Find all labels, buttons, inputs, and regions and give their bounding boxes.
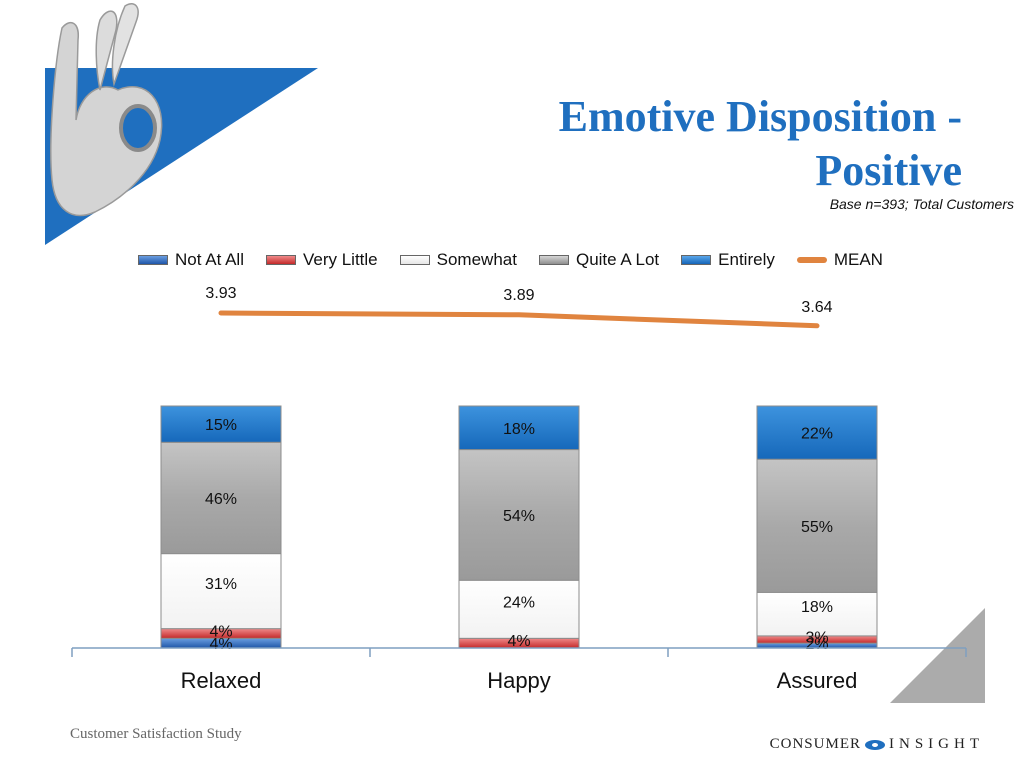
bar-happy-entirely [458, 405, 580, 451]
mean-label-assured: 3.64 [801, 299, 832, 316]
bar-label-assured-entirely: 22% [801, 426, 833, 443]
legend-swatch-not-at-all [138, 255, 168, 265]
x-axis: Relaxed Happy Assured [71, 647, 967, 693]
grey-corner-triangle [890, 608, 985, 703]
bar-label-relaxed-quite-a-lot: 46% [205, 491, 237, 508]
legend-swatch-quite-a-lot [538, 255, 569, 265]
base-note: Base n=393; Total Customers [829, 196, 1014, 212]
legend-item-quite-a-lot: Quite A Lot [538, 250, 660, 270]
bar-label-happy-very-little: 4% [507, 633, 530, 650]
bar-label-relaxed-very-little: 4% [209, 623, 232, 640]
bar-label-happy-entirely: 18% [503, 421, 535, 438]
legend-swatch-somewhat [399, 255, 430, 265]
legend-item-not-at-all: Not At All [138, 250, 244, 270]
bar-label-assured-somewhat: 18% [801, 599, 833, 616]
eye-icon [865, 739, 885, 750]
brand-word-insight: INSIGHT [889, 736, 984, 752]
legend-label-entirely: Entirely [718, 250, 775, 269]
bar-label-assured-very-little: 3% [805, 630, 828, 647]
legend-label-very-little: Very Little [302, 250, 378, 269]
legend-swatch-mean [796, 257, 827, 263]
x-tick-label-relaxed: Relaxed [181, 668, 262, 693]
legend-item-mean: MEAN [796, 250, 883, 270]
brand-word-consumer: CONSUMER [769, 736, 861, 752]
bar-relaxed-quite-a-lot [160, 441, 282, 555]
bar-label-happy-somewhat: 24% [503, 594, 535, 611]
bar-label-assured-quite-a-lot: 55% [801, 519, 833, 536]
mean-line [218, 310, 820, 329]
legend-item-entirely: Entirely [681, 250, 775, 270]
legend-item-very-little: Very Little [265, 250, 378, 270]
footer-study-name: Customer Satisfaction Study [70, 726, 242, 742]
legend-label-somewhat: Somewhat [436, 250, 517, 269]
legend-label-quite-a-lot: Quite A Lot [575, 250, 660, 269]
brand-logo: CONSUMER INSIGHT [770, 736, 984, 753]
bar-label-relaxed-somewhat: 31% [205, 576, 237, 593]
ok-hand-image [50, 2, 163, 217]
legend-label-not-at-all: Not At All [175, 250, 244, 269]
bar-relaxed-somewhat [160, 553, 282, 630]
page-title: Emotive Disposition - Positive [558, 92, 962, 195]
legend-item-somewhat: Somewhat [399, 250, 517, 270]
mean-label-relaxed: 3.93 [205, 285, 236, 302]
legend-swatch-entirely [681, 255, 712, 265]
bar-assured-quite-a-lot [756, 458, 878, 593]
bar-label-happy-quite-a-lot: 54% [503, 508, 535, 525]
bar-assured-entirely [756, 405, 878, 460]
legend-swatch-very-little [265, 255, 296, 265]
x-tick-label-assured: Assured [777, 668, 858, 693]
legend-label-mean: MEAN [833, 250, 883, 269]
bar-relaxed-entirely [160, 405, 282, 443]
x-tick-label-happy: Happy [487, 668, 551, 693]
mean-label-happy: 3.89 [503, 287, 534, 304]
bar-stacks [160, 405, 878, 649]
bar-happy-somewhat [458, 579, 580, 639]
chart-legend: Not At All Very Little Somewhat Quite A … [138, 249, 905, 271]
mean-series: 3.93 3.89 3.64 [205, 285, 833, 329]
bar-label-relaxed-entirely: 15% [205, 417, 237, 434]
bar-happy-quite-a-lot [458, 449, 580, 581]
